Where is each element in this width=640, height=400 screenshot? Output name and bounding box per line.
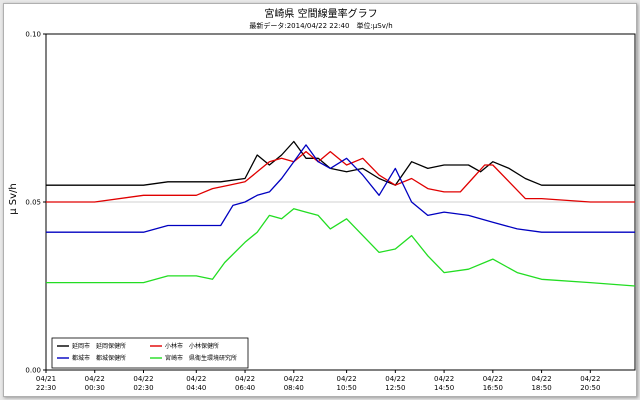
- x-tick-label-time: 02:30: [133, 384, 153, 392]
- x-tick-label-time: 18:50: [531, 384, 551, 392]
- x-tick-label-time: 16:50: [483, 384, 503, 392]
- y-axis-label: μ Sv/h: [8, 183, 19, 215]
- x-tick-label-date: 04/22: [235, 375, 255, 383]
- series-line-1: [46, 150, 635, 203]
- x-tick-label-time: 10:50: [336, 384, 356, 392]
- chart-title: 宮崎県 空間線量率グラフ: [264, 7, 377, 20]
- y-tick-label: 0.05: [25, 199, 41, 207]
- y-tick-label: 0.10: [25, 31, 41, 39]
- x-tick-label-date: 04/22: [483, 375, 503, 383]
- x-tick-label-time: 06:40: [235, 384, 255, 392]
- x-tick-label-time: 20:50: [580, 384, 600, 392]
- x-tick-label-date: 04/21: [36, 375, 56, 383]
- x-tick-label-time: 08:40: [284, 384, 304, 392]
- legend-box: [51, 337, 249, 369]
- x-tick-label-date: 04/22: [336, 375, 356, 383]
- series-line-2: [46, 144, 635, 233]
- legend-label: 都城市 都城保健所: [72, 354, 126, 362]
- x-tick-label-time: 04:40: [186, 384, 206, 392]
- x-tick-label-time: 14:50: [434, 384, 454, 392]
- series-line-3: [46, 208, 636, 287]
- x-tick-label-date: 04/22: [284, 375, 304, 383]
- x-tick-label-date: 04/22: [434, 375, 454, 383]
- chart-subtitle: 最新データ:2014/04/22 22:40 単位:μSv/h: [249, 21, 392, 30]
- chart-frame: 宮崎県 空間線量率グラフ 最新データ:2014/04/22 22:40 単位:μ…: [3, 3, 637, 397]
- x-tick-label-date: 04/22: [85, 375, 105, 383]
- x-tick-label-date: 04/22: [531, 375, 551, 383]
- legend-label: 宮崎市 県衛生環境研究所: [165, 354, 237, 362]
- x-tick-label-date: 04/22: [186, 375, 206, 383]
- x-tick-label-time: 00:30: [85, 384, 105, 392]
- x-tick-label-time: 12:50: [385, 384, 405, 392]
- y-tick-label: 0.00: [25, 367, 41, 375]
- series-line-0: [46, 140, 635, 186]
- legend-label: 小林市 小林保健所: [165, 342, 219, 350]
- x-tick-label-date: 04/22: [385, 375, 405, 383]
- x-tick-label-time: 22:30: [36, 384, 56, 392]
- legend-label: 延岡市 延岡保健所: [72, 342, 126, 350]
- x-tick-label-date: 04/22: [580, 375, 600, 383]
- x-tick-label-date: 04/22: [133, 375, 153, 383]
- line-chart: 宮崎県 空間線量率グラフ 最新データ:2014/04/22 22:40 単位:μ…: [8, 7, 636, 392]
